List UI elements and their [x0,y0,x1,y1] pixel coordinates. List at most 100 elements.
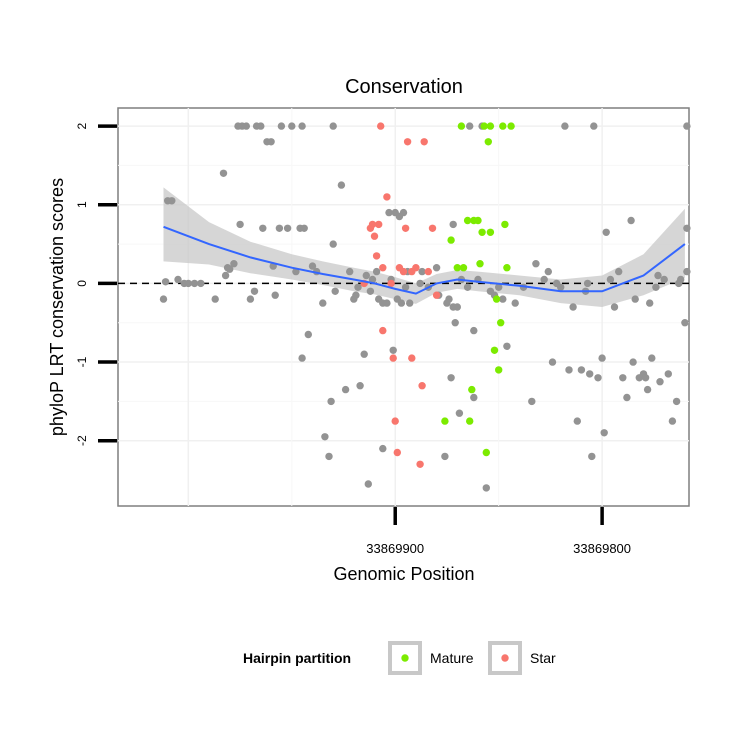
legend: Hairpin partition Mature Star [243,641,556,675]
point [432,264,441,272]
point [503,342,511,350]
point [499,295,507,303]
mature-point [441,417,449,425]
point [416,279,424,288]
mature-point [492,295,501,303]
x-axis: 33869900 33869800 [366,507,631,556]
star-point [377,122,385,130]
point [544,267,552,276]
mature-point [507,122,515,130]
point [283,224,292,232]
point [368,275,377,284]
point [271,291,279,299]
point [463,283,472,291]
star-point [416,460,424,468]
star-point [424,267,432,276]
star-point [391,417,399,425]
point [583,279,592,288]
point [250,287,259,295]
point [623,393,631,402]
star-point [379,264,387,272]
mature-point [459,264,468,272]
point [352,291,360,299]
point [221,271,230,280]
point [159,295,168,303]
point [354,283,362,291]
point [161,278,170,286]
x-tick-label: 33869800 [573,541,631,556]
point [257,122,265,130]
point [174,275,182,284]
y-axis-label: phyloP LRT conservation scores [47,178,67,436]
point [308,262,317,270]
point [298,354,306,362]
point [648,354,656,362]
point [672,397,681,406]
point [540,275,548,284]
point [184,279,192,288]
point [226,265,234,273]
star-point [383,193,391,201]
point [236,220,244,229]
star-point [420,138,428,146]
point [664,370,672,378]
point [470,393,478,402]
star-point [428,224,437,232]
point [683,224,691,232]
star-point [393,448,401,457]
mature-point [484,138,492,146]
smooth-confidence-band [163,187,685,307]
point [641,374,650,382]
point [668,417,677,425]
point [329,240,337,248]
point [242,122,250,130]
point [470,326,478,335]
point [331,287,339,295]
point [455,409,464,417]
mature-point [474,216,482,225]
star-point [399,267,408,276]
point [385,208,393,217]
mature-point [501,220,509,229]
point [586,370,594,378]
point [643,385,652,394]
point [451,319,459,327]
point [346,267,354,276]
star-point [375,220,383,229]
chart-title: Conservation [345,76,463,98]
point [298,122,306,130]
smooth-line [163,225,686,295]
legend-swatch-mature [401,654,409,662]
smooth-trend-line [163,225,686,295]
point [219,169,228,177]
point [397,299,406,307]
mature-point [480,122,488,130]
mature-point [468,385,476,394]
mature-point [497,319,505,327]
point [372,267,381,276]
point [267,138,275,146]
point [482,484,490,492]
point [495,283,503,291]
star-point [401,224,410,232]
plot-panel [117,107,691,507]
confidence-band [163,187,685,307]
mature-point [486,228,495,236]
point [230,260,238,268]
legend-swatch-star [501,654,509,662]
point [598,354,606,362]
point [190,279,199,288]
point [528,397,536,406]
point [654,271,662,280]
star-point [387,279,395,288]
star-point [432,291,441,299]
point [615,267,623,276]
point [246,295,255,303]
point [683,267,691,276]
point [449,220,457,229]
star-point [412,264,420,272]
point [573,417,581,425]
legend-label-mature: Mature [430,650,474,666]
point [364,480,372,488]
